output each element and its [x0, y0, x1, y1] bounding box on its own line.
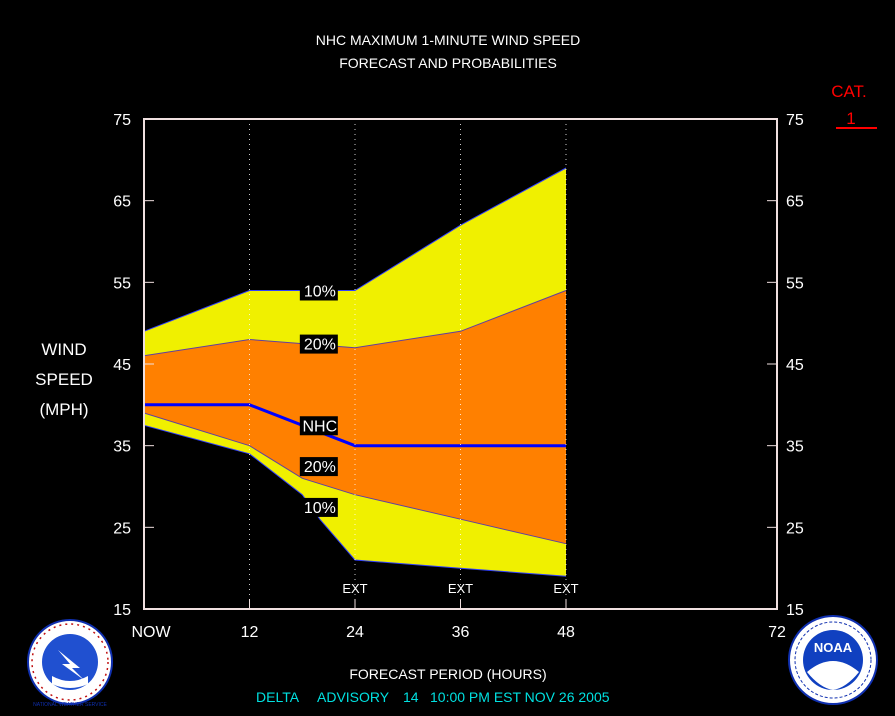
series-line-upper-10 [143, 167, 567, 332]
lightning-icon [58, 650, 84, 680]
advisory-label: ADVISORY [317, 689, 390, 705]
y-axis-label-line1: WIND [41, 340, 86, 359]
y-tick-label-right-75: 75 [786, 112, 804, 129]
ext-label-24: EXT [342, 581, 367, 596]
noaa-logo: NOAA [788, 615, 878, 705]
series-line-upper-20 [143, 290, 567, 357]
x-tick-label-0: NOW [131, 624, 171, 641]
series-line-nhc [144, 403, 566, 448]
category-label: CAT. [831, 82, 867, 101]
chart-title-line1: NHC MAXIMUM 1-MINUTE WIND SPEED [316, 32, 580, 48]
y-tick-label-right-35: 35 [786, 439, 804, 456]
x-tick-label-48: 48 [557, 624, 575, 641]
x-tick-label-72: 72 [768, 624, 786, 641]
band-20-percent [144, 290, 566, 544]
y-tick-label-left-15: 15 [113, 602, 131, 619]
seabird-icon [807, 661, 859, 690]
x-axis-label: FORECAST PERIOD (HOURS) [349, 666, 546, 682]
nws-logo-text: NATIONAL WEATHER SERVICE [33, 702, 107, 708]
y-tick-label-left-55: 55 [113, 275, 131, 292]
nws-logo: NATIONAL WEATHER SERVICE [27, 619, 113, 708]
band-label-bg-4 [299, 497, 338, 517]
series-line-lower-20 [143, 412, 567, 545]
category-value: 1 [846, 109, 855, 128]
band-label-4: 10% [304, 500, 336, 517]
band-label-bg-1 [299, 334, 338, 354]
plot-area: 15 15 25 25 35 35 45 45 55 55 65 65 75 75 NOW 12 24 36 48 7… [113, 112, 804, 641]
band-label-2: NHC [302, 418, 337, 435]
y-tick-label-right-15: 15 [786, 602, 804, 619]
advisory-storm-name: DELTA [256, 689, 300, 705]
y-tick-label-right-45: 45 [786, 357, 804, 374]
band-label-bg-3 [299, 457, 338, 477]
band-label-bg-0 [299, 281, 338, 301]
y-axis-label-line2: SPEED [35, 370, 93, 389]
chart-title-line2: FORECAST AND PROBABILITIES [339, 55, 557, 71]
noaa-logo-text: NOAA [814, 640, 853, 655]
advisory-issued-time: 10:00 PM EST NOV 26 2005 [430, 689, 610, 705]
y-tick-label-left-45: 45 [113, 357, 131, 374]
y-tick-label-left-65: 65 [113, 194, 131, 211]
ext-label-36: EXT [448, 581, 473, 596]
y-tick-label-left-35: 35 [113, 439, 131, 456]
y-tick-label-right-25: 25 [786, 520, 804, 537]
band-label-1: 20% [304, 337, 336, 354]
y-tick-label-right-65: 65 [786, 194, 804, 211]
advisory-number: 14 [403, 689, 419, 705]
y-axis-label-line3: (MPH) [39, 400, 88, 419]
y-tick-label-left-25: 25 [113, 520, 131, 537]
band-label-bg-2 [299, 416, 338, 436]
y-tick-label-right-55: 55 [786, 275, 804, 292]
y-tick-label-left-75: 75 [113, 112, 131, 129]
band-label-3: 20% [304, 459, 336, 476]
x-tick-label-24: 24 [346, 624, 364, 641]
x-tick-label-12: 12 [241, 624, 259, 641]
band-label-0: 10% [304, 284, 336, 301]
ext-label-48: EXT [553, 581, 578, 596]
x-tick-label-36: 36 [452, 624, 470, 641]
series-line-lower-10 [143, 424, 567, 577]
